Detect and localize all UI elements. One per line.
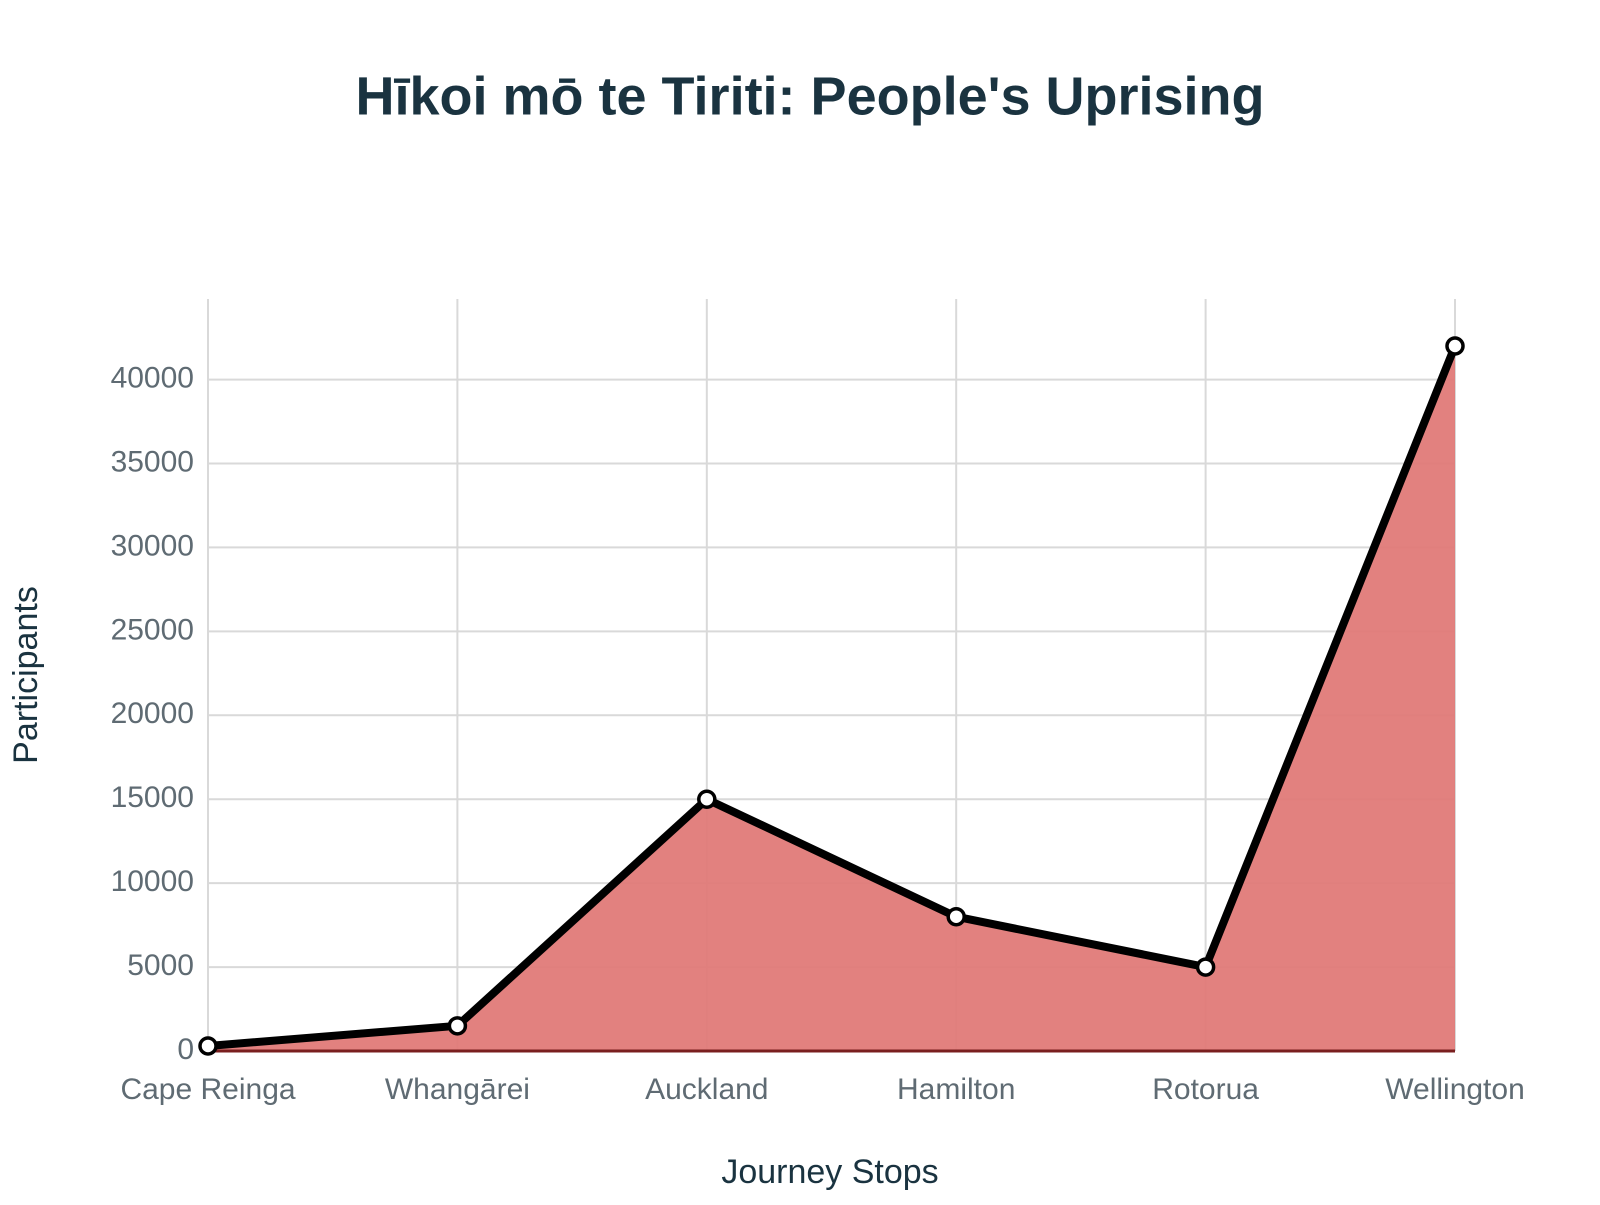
x-tick-label: Wellington [1385,1073,1525,1106]
y-tick-label: 15000 [111,781,194,814]
y-tick-label: 40000 [111,361,194,394]
line [207,344,1459,1050]
marker [697,789,717,809]
area [208,346,1455,1051]
y-tick-label: 10000 [111,865,194,898]
x-tick-label: Hamilton [897,1073,1015,1106]
y-axis-title: Participants [7,586,45,764]
y-tick-label: 25000 [111,613,194,646]
x-tick-label: Auckland [645,1073,768,1106]
y-tick-label: 35000 [111,445,194,478]
x-axis-title: Journey Stops [721,1153,938,1191]
marker [198,1036,218,1056]
y-tick-label: 20000 [111,697,194,730]
x-tick-label: Whangārei [385,1073,530,1106]
marker [1195,957,1216,977]
y-tick-label: 30000 [111,529,194,562]
x-tick-label: Rotorua [1152,1073,1259,1106]
marker [1445,336,1465,356]
marker [946,906,966,927]
y-tick-label: 0 [177,1033,194,1066]
marker [447,1016,468,1036]
x-tick-label: Cape Reinga [120,1073,295,1106]
chart-title: Hīkoi mō te Tiriti: People's Uprising [356,66,1265,126]
y-tick-label: 5000 [127,949,194,982]
